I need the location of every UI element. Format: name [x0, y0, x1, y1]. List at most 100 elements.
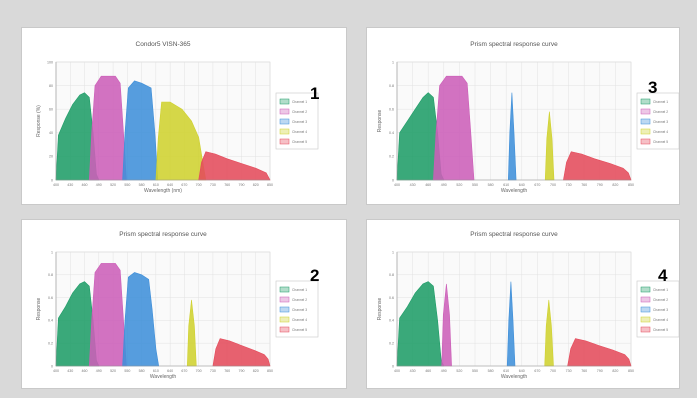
x-tick-label: 730	[210, 369, 216, 373]
y-axis-label: Response (%)	[36, 105, 42, 137]
legend-swatch	[640, 296, 651, 303]
y-tick-label: 0.4	[389, 319, 394, 323]
legend-swatch	[640, 128, 651, 135]
legend-swatch	[640, 138, 651, 145]
x-tick-label: 820	[253, 369, 259, 373]
x-tick-label: 790	[597, 183, 603, 187]
x-tick-label: 580	[488, 369, 494, 373]
x-tick-label: 550	[124, 369, 130, 373]
y-tick-label: 20	[49, 155, 53, 159]
x-tick-label: 580	[139, 369, 145, 373]
x-tick-label: 760	[581, 183, 587, 187]
x-tick-label: 460	[425, 369, 431, 373]
legend-label: Channel 1	[653, 288, 668, 292]
y-tick-label: 0	[51, 364, 53, 368]
y-tick-label: 60	[49, 108, 53, 112]
chart-4: 400 430 460 490 520 550 580 610 640 670 700 730 760 7…	[377, 231, 679, 380]
x-tick-label: 550	[124, 183, 130, 187]
y-tick-label: 0	[392, 364, 394, 368]
x-tick-label: 490	[441, 183, 447, 187]
legend-label: Channel 5	[653, 140, 668, 144]
x-tick-label: 550	[472, 183, 478, 187]
x-tick-label: 520	[456, 369, 462, 373]
chart-badge-2: 2	[310, 266, 320, 285]
chart-1: 400 430 460 490 520 550 580 610 640 670 700 730 760 7…	[36, 41, 319, 194]
series-area-5	[563, 151, 632, 181]
y-axis-label: Response	[36, 298, 42, 321]
legend	[275, 280, 319, 338]
x-tick-label: 490	[96, 183, 102, 187]
x-tick-label: 640	[167, 183, 173, 187]
y-tick-label: 1	[392, 250, 394, 254]
x-tick-label: 670	[181, 183, 187, 187]
x-tick-label: 610	[153, 183, 159, 187]
x-tick-label: 850	[628, 183, 634, 187]
legend-swatch	[640, 98, 651, 105]
legend	[636, 280, 679, 338]
y-tick-label: 0.2	[389, 155, 394, 159]
chart-badge-3: 3	[648, 78, 658, 97]
x-tick-label: 430	[410, 183, 416, 187]
series-area-2	[88, 263, 127, 367]
legend-swatch	[640, 316, 651, 323]
legend-label: Channel 3	[653, 308, 668, 312]
y-tick-label: 80	[49, 84, 53, 88]
chart-badge-1: 1	[310, 84, 320, 103]
chart-panel-4: 400 430 460 490 520 550 580 610 640 670 700 730 760 7…	[367, 220, 679, 388]
x-axis-label: Wavelength	[501, 374, 527, 380]
legend-swatch	[279, 98, 290, 105]
y-tick-label: 40	[49, 131, 53, 135]
x-tick-label: 520	[110, 369, 116, 373]
legend-label: Channel 4	[653, 318, 668, 322]
x-tick-label: 400	[394, 369, 400, 373]
x-axis-label: Wavelength	[501, 188, 527, 194]
x-tick-label: 760	[224, 183, 230, 187]
x-tick-label: 730	[566, 369, 572, 373]
chart-badge-4: 4	[658, 266, 668, 285]
y-tick-label: 0.8	[389, 84, 394, 88]
y-tick-label: 100	[47, 60, 53, 64]
legend-label: Channel 3	[292, 120, 307, 124]
x-tick-label: 700	[550, 369, 556, 373]
series-area-2	[88, 75, 127, 181]
legend-swatch	[640, 286, 651, 293]
x-tick-label: 790	[597, 369, 603, 373]
chart-title: Prism spectral response curve	[119, 231, 207, 238]
y-tick-label: 0.2	[48, 342, 53, 346]
legend-swatch	[279, 326, 290, 333]
legend-label: Channel 2	[292, 298, 307, 302]
x-tick-label: 610	[153, 369, 159, 373]
x-tick-label: 670	[181, 369, 187, 373]
x-tick-label: 700	[196, 369, 202, 373]
y-tick-label: 0.4	[48, 319, 53, 323]
legend-label: Channel 3	[653, 120, 668, 124]
y-tick-label: 0	[392, 178, 394, 182]
x-tick-label: 850	[267, 183, 273, 187]
chart-panel-3: 400 430 460 490 520 550 580 610 640 670 700 730 760 7…	[367, 28, 679, 204]
x-tick-label: 580	[488, 183, 494, 187]
legend-label: Channel 4	[292, 130, 307, 134]
legend-swatch	[279, 128, 290, 135]
legend-swatch	[279, 286, 290, 293]
series-area-2	[433, 75, 475, 181]
x-tick-label: 820	[612, 183, 618, 187]
x-tick-label: 850	[628, 369, 634, 373]
y-tick-label: 0.2	[389, 342, 394, 346]
legend-label: Channel 5	[292, 140, 307, 144]
y-tick-label: 0.8	[389, 273, 394, 277]
x-tick-label: 670	[534, 369, 540, 373]
x-tick-label: 610	[503, 369, 509, 373]
legend-label: Channel 2	[653, 298, 668, 302]
x-tick-label: 820	[253, 183, 259, 187]
y-tick-label: 0.6	[48, 296, 53, 300]
y-tick-label: 1	[392, 60, 394, 64]
y-tick-label: 0.8	[48, 273, 53, 277]
legend-swatch	[640, 306, 651, 313]
legend-swatch	[640, 326, 651, 333]
chart-3: 400 430 460 490 520 550 580 610 640 670 700 730 760 7…	[377, 41, 679, 194]
chart-title: Prism spectral response curve	[470, 231, 558, 238]
legend-label: Channel 3	[292, 308, 307, 312]
legend-label: Channel 4	[292, 318, 307, 322]
x-tick-label: 430	[67, 369, 73, 373]
x-tick-label: 400	[394, 183, 400, 187]
